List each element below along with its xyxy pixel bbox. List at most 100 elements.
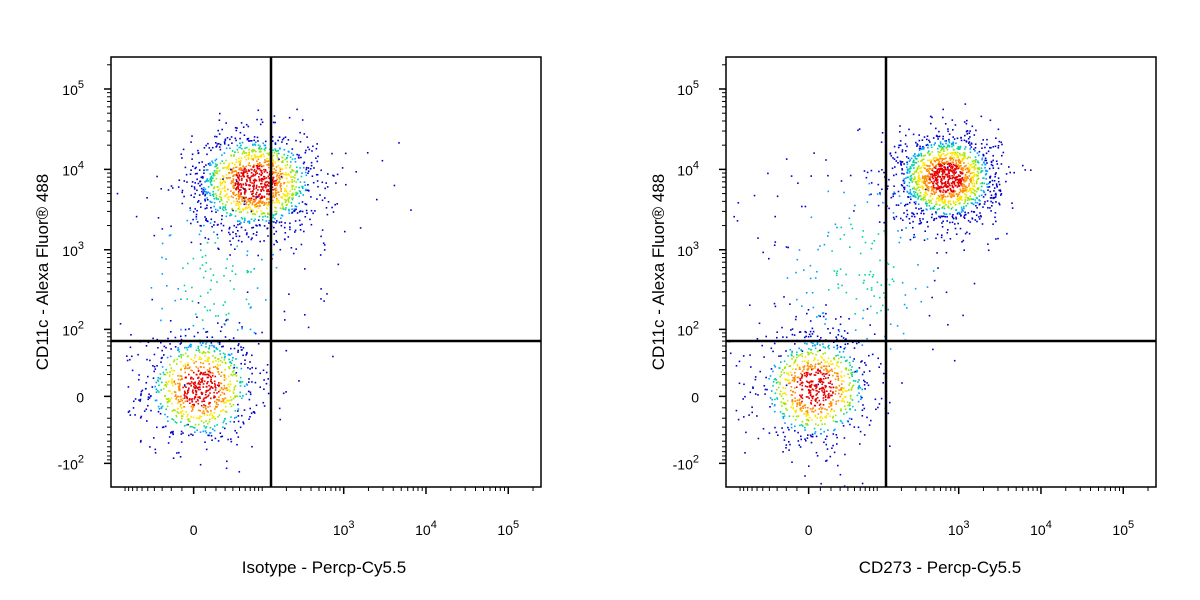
event-dot — [783, 360, 786, 363]
event-dot — [210, 435, 213, 437]
event-dot — [239, 381, 242, 384]
event-dot — [204, 393, 207, 396]
event-dot — [962, 169, 964, 172]
event-dot — [988, 186, 991, 188]
event-dot — [939, 216, 941, 219]
event-dot — [939, 141, 942, 143]
event-dot — [216, 170, 219, 173]
event-dot — [811, 419, 813, 421]
event-dot — [976, 220, 978, 223]
event-dot — [888, 178, 890, 181]
event-dot — [191, 369, 193, 372]
event-dot — [208, 384, 210, 387]
event-dot — [941, 200, 943, 202]
event-dot — [799, 402, 801, 404]
event-dot — [906, 209, 908, 212]
event-dot — [811, 333, 814, 335]
event-dot — [898, 144, 900, 147]
event-dot — [969, 151, 972, 154]
event-dot — [981, 182, 984, 185]
event-dot — [208, 357, 211, 359]
event-dot — [821, 417, 824, 420]
event-dot — [873, 333, 876, 335]
event-dot — [205, 144, 207, 147]
event-dot — [995, 238, 997, 240]
event-dot — [940, 147, 943, 150]
event-dot — [922, 158, 925, 160]
event-dot — [965, 186, 967, 189]
event-dot — [182, 267, 184, 269]
event-dot — [213, 201, 216, 204]
event-dot — [272, 188, 274, 191]
event-dot — [956, 164, 959, 167]
event-dot — [996, 184, 998, 187]
event-dot — [910, 198, 912, 201]
event-dot — [823, 441, 825, 444]
event-dot — [783, 403, 786, 406]
event-dot — [239, 380, 242, 383]
event-dot — [240, 203, 242, 205]
event-dot — [942, 205, 944, 208]
event-dot — [986, 170, 989, 172]
event-dot — [294, 220, 297, 222]
event-dot — [274, 206, 276, 208]
event-dot — [259, 149, 262, 151]
event-dot — [926, 205, 928, 207]
event-dot — [259, 201, 261, 203]
event-dot — [251, 193, 253, 195]
event-dot — [144, 388, 147, 390]
event-dot — [832, 444, 834, 447]
event-dot — [180, 375, 183, 377]
event-dot — [234, 174, 236, 176]
event-dot — [961, 177, 963, 180]
event-dot — [261, 195, 263, 197]
event-dot — [218, 146, 221, 148]
event-dot — [933, 172, 936, 175]
event-dot — [209, 178, 211, 180]
event-dot — [153, 437, 155, 439]
event-dot — [833, 346, 835, 349]
event-dot — [194, 382, 196, 384]
event-dot — [958, 182, 960, 184]
event-dot — [216, 167, 218, 169]
event-dot — [936, 197, 939, 199]
event-dot — [241, 141, 244, 144]
event-dot — [175, 398, 177, 400]
event-dot — [936, 208, 939, 211]
event-dot — [206, 360, 208, 363]
event-dot — [990, 200, 992, 203]
event-dot — [954, 223, 956, 225]
event-dot — [294, 174, 296, 176]
event-dot — [794, 419, 797, 421]
y-tick-label: 104 — [62, 159, 84, 178]
event-dot — [316, 180, 319, 182]
event-dot — [191, 286, 193, 289]
event-dot — [974, 147, 977, 149]
event-dot — [877, 183, 880, 186]
event-dot — [294, 229, 297, 232]
event-dot — [235, 188, 237, 191]
event-dot — [948, 133, 951, 135]
event-dot — [288, 208, 290, 211]
event-dot — [927, 146, 929, 149]
event-dot — [798, 347, 800, 350]
event-dot — [796, 402, 798, 404]
event-dot — [926, 168, 929, 171]
event-dot — [235, 158, 238, 161]
event-dot — [291, 179, 293, 181]
event-dot — [853, 358, 855, 360]
event-dot — [138, 378, 140, 381]
event-dot — [258, 178, 261, 180]
event-dot — [266, 216, 269, 218]
event-dot — [837, 399, 840, 402]
event-dot — [260, 189, 262, 191]
event-dot — [832, 327, 834, 330]
event-dot — [947, 172, 950, 175]
event-dot — [292, 193, 295, 196]
event-dot — [154, 452, 157, 454]
event-dot — [282, 392, 285, 395]
event-dot — [951, 177, 954, 180]
event-dot — [218, 396, 220, 398]
event-dot — [337, 263, 340, 266]
event-dot — [922, 199, 924, 201]
